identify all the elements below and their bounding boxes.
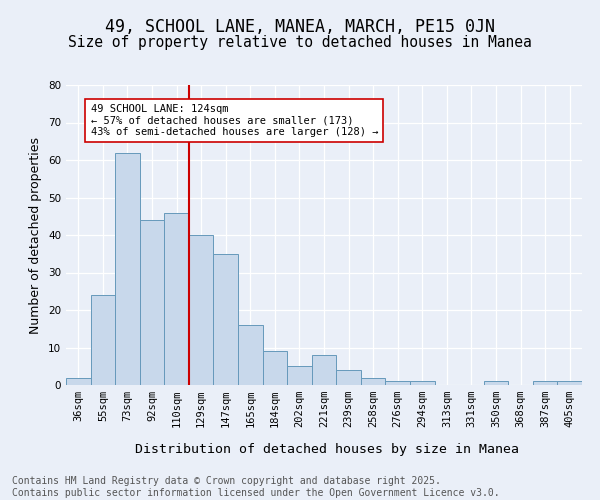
Text: 49 SCHOOL LANE: 124sqm
← 57% of detached houses are smaller (173)
43% of semi-de: 49 SCHOOL LANE: 124sqm ← 57% of detached… xyxy=(91,104,378,137)
Y-axis label: Number of detached properties: Number of detached properties xyxy=(29,136,43,334)
Bar xyxy=(312,355,336,385)
Bar xyxy=(533,381,557,385)
Bar xyxy=(385,381,410,385)
Bar xyxy=(66,378,91,385)
Text: Size of property relative to detached houses in Manea: Size of property relative to detached ho… xyxy=(68,35,532,50)
Text: Distribution of detached houses by size in Manea: Distribution of detached houses by size … xyxy=(135,442,519,456)
Bar xyxy=(189,235,214,385)
Text: 49, SCHOOL LANE, MANEA, MARCH, PE15 0JN: 49, SCHOOL LANE, MANEA, MARCH, PE15 0JN xyxy=(105,18,495,36)
Bar xyxy=(91,295,115,385)
Bar xyxy=(115,152,140,385)
Bar xyxy=(214,254,238,385)
Bar xyxy=(484,381,508,385)
Bar xyxy=(140,220,164,385)
Bar xyxy=(238,325,263,385)
Bar xyxy=(336,370,361,385)
Text: Contains HM Land Registry data © Crown copyright and database right 2025.
Contai: Contains HM Land Registry data © Crown c… xyxy=(12,476,500,498)
Bar xyxy=(361,378,385,385)
Bar xyxy=(263,351,287,385)
Bar xyxy=(164,212,189,385)
Bar xyxy=(557,381,582,385)
Bar xyxy=(410,381,434,385)
Bar xyxy=(287,366,312,385)
